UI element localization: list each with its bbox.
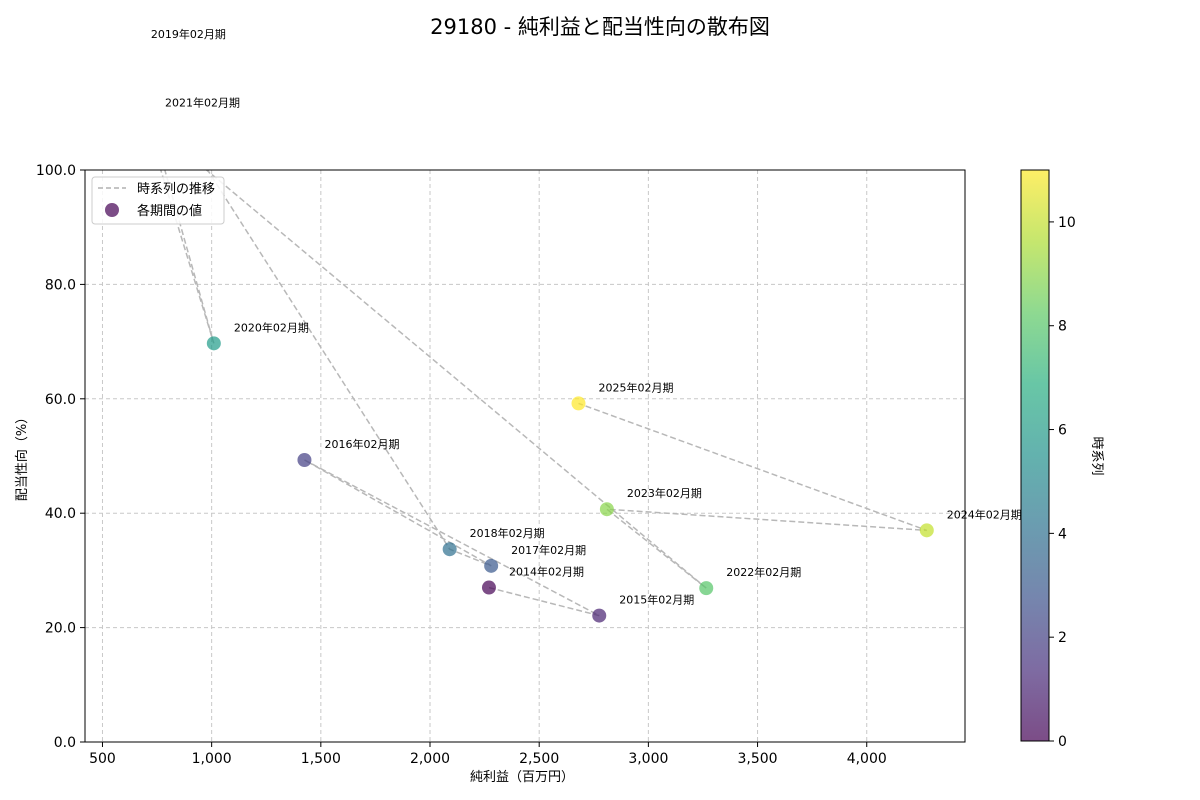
point-label: 2024年02月期	[947, 507, 1022, 521]
data-point	[599, 502, 614, 517]
x-tick-label: 1,000	[192, 751, 232, 767]
point-label: 2020年02月期	[234, 320, 309, 334]
colorbar: 0 2 4 6 8 10 時系列	[1020, 169, 1104, 750]
data-point	[297, 453, 312, 468]
colorbar-tick-label: 0	[1058, 734, 1067, 750]
data-point	[699, 581, 714, 596]
point-label: 2018年02月期	[470, 526, 545, 540]
x-tick-label: 2,000	[410, 751, 450, 767]
data-point	[442, 542, 457, 557]
data-point	[592, 608, 607, 623]
y-axis: 0.0 20.0 40.0 60.0 80.0 100.0	[36, 163, 85, 751]
y-axis-title: 配当性向（%）	[14, 411, 30, 501]
data-point	[206, 336, 221, 351]
point-label: 2022年02月期	[726, 565, 801, 579]
colorbar-title: 時系列	[1089, 436, 1104, 475]
colorbar-tick-label: 10	[1058, 215, 1076, 231]
colorbar-gradient	[1020, 169, 1050, 742]
data-point	[484, 558, 499, 573]
y-tick-label: 0.0	[54, 735, 76, 751]
x-tick-label: 500	[89, 751, 116, 767]
legend-marker-swatch	[105, 203, 119, 217]
point-label: 2023年02月期	[627, 486, 702, 500]
point-label: 2019年02月期	[151, 27, 226, 41]
colorbar-tick-label: 4	[1058, 526, 1067, 542]
y-tick-label: 40.0	[45, 506, 76, 522]
x-axis: 500 1,000 1,500 2,000 2,500 3,000 3,500 4,000	[89, 742, 887, 767]
point-label: 2021年02月期	[165, 96, 240, 110]
y-tick-label: 20.0	[45, 621, 76, 637]
point-label: 2025年02月期	[598, 380, 673, 394]
colorbar-ticks: 0 2 4 6 8 10	[1049, 215, 1076, 750]
colorbar-tick-label: 2	[1058, 630, 1067, 646]
point-label: 2016年02月期	[324, 437, 399, 451]
data-point	[481, 580, 496, 595]
data-point	[919, 523, 934, 538]
y-tick-label: 80.0	[45, 277, 76, 293]
point-label: 2014年02月期	[509, 565, 584, 579]
legend: 時系列の推移 各期間の値	[91, 176, 225, 225]
x-tick-label: 1,500	[301, 751, 341, 767]
point-group	[206, 336, 934, 623]
x-tick-label: 3,000	[628, 751, 668, 767]
y-tick-label: 100.0	[36, 163, 76, 179]
chart-title: 29180 - 純利益と配当性向の散布図	[430, 15, 770, 39]
y-tick-label: 60.0	[45, 392, 76, 408]
colorbar-tick-label: 8	[1058, 319, 1067, 335]
point-label: 2015年02月期	[619, 593, 694, 607]
x-tick-label: 4,000	[847, 751, 887, 767]
x-axis-title: 純利益（百万円）	[470, 770, 574, 785]
x-tick-label: 2,500	[519, 751, 559, 767]
data-point	[571, 396, 586, 411]
legend-label-values: 各期間の値	[137, 203, 202, 219]
grid	[85, 169, 965, 743]
x-tick-label: 3,500	[738, 751, 778, 767]
colorbar-tick-label: 6	[1058, 423, 1067, 439]
point-label-group: 2014年02月期 2015年02月期 2016年02月期 2017年02月期 2018…	[151, 27, 1022, 607]
point-label: 2017年02月期	[511, 543, 586, 557]
legend-label-trend: 時系列の推移	[137, 182, 215, 197]
plot-frame	[84, 169, 966, 743]
